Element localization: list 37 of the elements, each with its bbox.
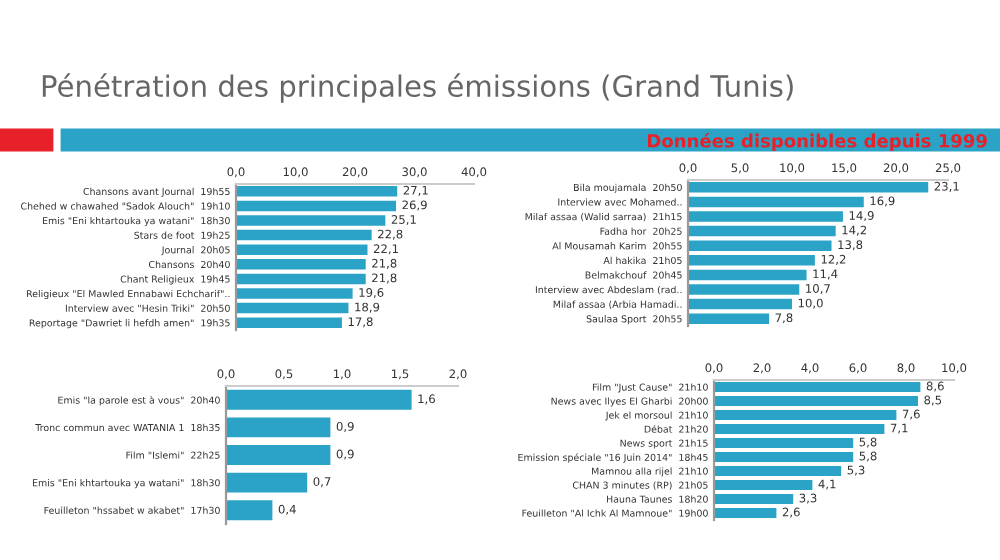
- bar: [236, 200, 397, 212]
- bar: [236, 302, 349, 314]
- bar: [714, 507, 777, 519]
- bar: [236, 186, 398, 197]
- bar: [688, 255, 815, 266]
- bar: [714, 451, 854, 463]
- bar: [688, 196, 864, 208]
- bar: [714, 409, 897, 421]
- bar: [236, 259, 366, 270]
- bar: [688, 313, 770, 324]
- bar: [714, 437, 854, 449]
- text: Données disponibles depuis 1999: [647, 132, 987, 152]
- bar: [714, 479, 813, 491]
- bar: [236, 215, 386, 226]
- bar: [236, 317, 342, 328]
- bar: [226, 445, 331, 465]
- bar: [226, 417, 331, 438]
- bar: [714, 395, 918, 407]
- bar: [236, 288, 353, 299]
- bar: [226, 389, 412, 410]
- bar: [226, 472, 308, 493]
- bar: [714, 493, 794, 505]
- bar: [714, 423, 885, 435]
- chart-title: Pénétration des principales émissions (Grand Tunis): [42, 73, 793, 103]
- bar: [688, 211, 843, 222]
- bar: [688, 269, 807, 281]
- bar: [714, 465, 842, 477]
- bar: [688, 284, 800, 295]
- bar: [236, 244, 368, 255]
- bar: [688, 225, 836, 237]
- bar: [226, 500, 273, 521]
- bar: [688, 182, 929, 193]
- bar: [714, 381, 921, 393]
- bar: [236, 273, 366, 285]
- bar: [688, 298, 792, 310]
- bar: [236, 229, 372, 241]
- bar: [688, 240, 832, 251]
